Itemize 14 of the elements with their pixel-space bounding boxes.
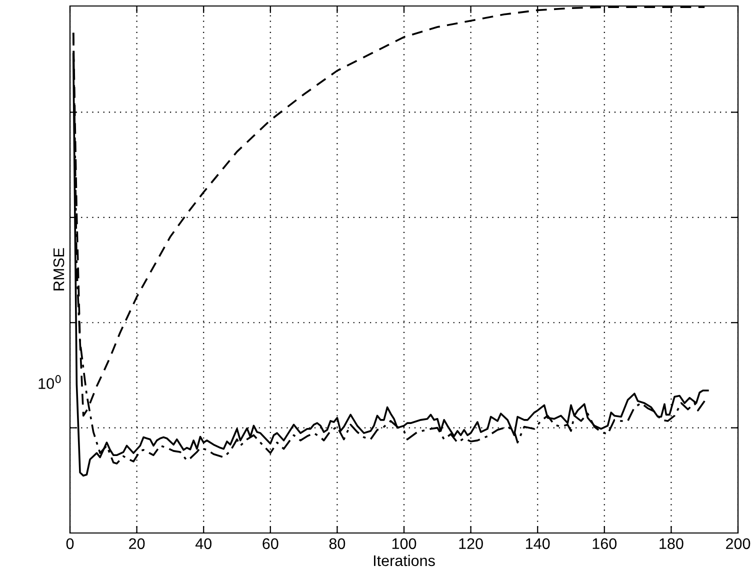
x-tick-label: 120 [459, 538, 483, 550]
x-tick-label: 20 [129, 538, 145, 550]
x-tick-label: 0 [66, 538, 74, 550]
text: 10$^{0}$ [38, 375, 61, 389]
x-tick-label: 140 [526, 538, 550, 550]
x-tick-label: 160 [592, 538, 617, 550]
x-tick-label: 180 [660, 538, 684, 550]
y-axis-title: RMSE [53, 248, 64, 290]
x-axis-title: Iterations [374, 554, 435, 566]
x-tick-label: 100 [392, 538, 416, 550]
x-tick-label: 40 [195, 538, 212, 550]
x-tick-label: 60 [262, 538, 278, 550]
x-tick-label: 200 [726, 538, 750, 550]
x-tick-label: 80 [329, 538, 346, 550]
